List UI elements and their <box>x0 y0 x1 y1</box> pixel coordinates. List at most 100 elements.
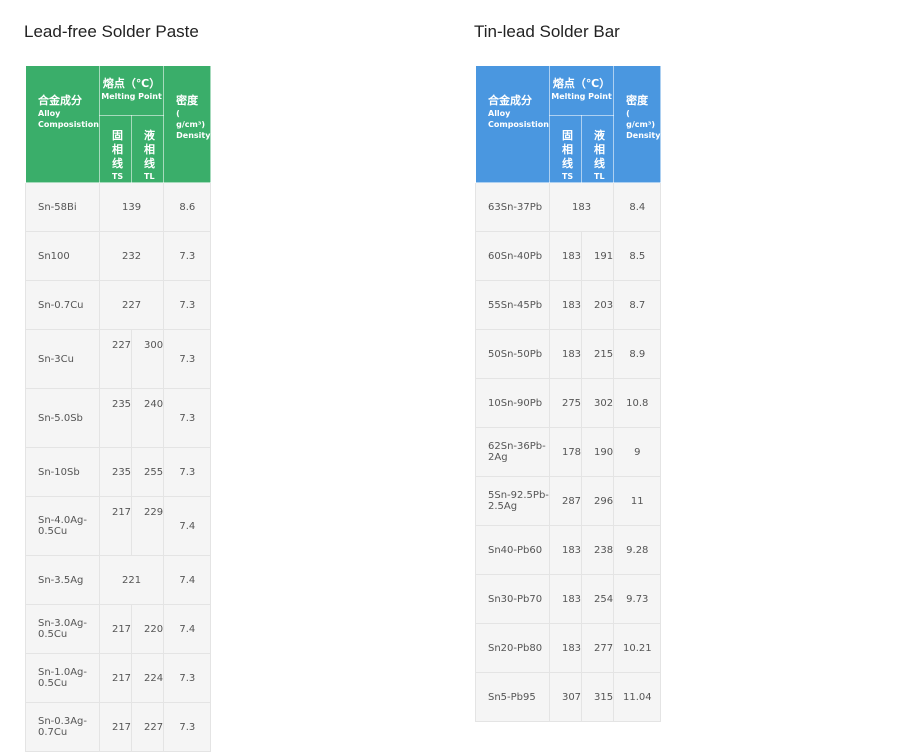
alloy-cell: 60Sn-40Pb <box>475 231 550 281</box>
tl-header: 液相线 TL <box>581 115 615 183</box>
alloy-cell: 50Sn-50Pb <box>475 329 550 379</box>
ts-cell: 183 <box>548 329 583 379</box>
ts-header: 固相线 TS <box>98 115 133 183</box>
density-cell: 11 <box>613 476 662 526</box>
section-title: Lead-free Solder Paste <box>24 22 199 41</box>
table-row: Sn-3Cu 227 300 7.3 <box>25 329 212 389</box>
table-row: 63Sn-37Pb 183 8.4 <box>475 182 662 232</box>
density-cell: 7.3 <box>163 280 212 330</box>
melting-point-header: 熔点（℃） Melting Point <box>98 65 165 116</box>
table-row: Sn40-Pb60 183 238 9.28 <box>475 525 662 575</box>
alloy-cell: Sn-4.0Ag-0.5Cu <box>25 496 100 556</box>
density-cell: 9.73 <box>613 574 662 624</box>
density-cell: 10.8 <box>613 378 662 428</box>
tl-cell: 238 <box>581 525 615 575</box>
alloy-cell: Sn-1.0Ag-0.5Cu <box>25 653 100 703</box>
density-header: 密度 ( g/cm³) Density <box>163 65 212 183</box>
density-cell: 7.3 <box>163 447 212 497</box>
ts-cell: 183 <box>548 525 583 575</box>
tl-cell: 220 <box>131 604 165 654</box>
alloy-cell: Sn100 <box>25 231 100 281</box>
density-cell: 7.4 <box>163 496 212 556</box>
tl-cell: 229 <box>131 496 165 556</box>
tin-lead-table: 合金成分 Alloy Composistion 熔点（℃） Melting Po… <box>475 65 662 722</box>
ts-cell: 183 <box>548 280 583 330</box>
tl-cell: 315 <box>581 672 615 722</box>
ts-cell: 227 <box>98 329 133 389</box>
density-cell: 7.3 <box>163 231 212 281</box>
density-cell: 8.7 <box>613 280 662 330</box>
table-row: Sn-10Sb 235 255 7.3 <box>25 447 212 497</box>
tl-cell: 302 <box>581 378 615 428</box>
alloy-cell: Sn30-Pb70 <box>475 574 550 624</box>
alloy-header: 合金成分 Alloy Composistion <box>475 65 550 183</box>
density-cell: 7.3 <box>163 702 212 752</box>
table-row: 10Sn-90Pb 275 302 10.8 <box>475 378 662 428</box>
table-row: 55Sn-45Pb 183 203 8.7 <box>475 280 662 330</box>
table-row: Sn5-Pb95 307 315 11.04 <box>475 672 662 722</box>
alloy-cell: Sn5-Pb95 <box>475 672 550 722</box>
table-row: Sn-3.5Ag 221 7.4 <box>25 555 212 605</box>
melting-point-header: 熔点（℃） Melting Point <box>548 65 615 116</box>
melting-point-cell: 221 <box>98 555 165 605</box>
tl-cell: 255 <box>131 447 165 497</box>
table-row: Sn-0.3Ag-0.7Cu 217 227 7.3 <box>25 702 212 752</box>
density-cell: 7.4 <box>163 555 212 605</box>
ts-cell: 217 <box>98 496 133 556</box>
alloy-cell: Sn-3Cu <box>25 329 100 389</box>
tl-cell: 277 <box>581 623 615 673</box>
table-row: Sn20-Pb80 183 277 10.21 <box>475 623 662 673</box>
tl-cell: 227 <box>131 702 165 752</box>
tl-cell: 300 <box>131 329 165 389</box>
table-row: Sn-0.7Cu 227 7.3 <box>25 280 212 330</box>
density-cell: 8.6 <box>163 182 212 232</box>
tl-cell: 224 <box>131 653 165 703</box>
alloy-cell: Sn-0.3Ag-0.7Cu <box>25 702 100 752</box>
table-row: 50Sn-50Pb 183 215 8.9 <box>475 329 662 379</box>
ts-cell: 235 <box>98 388 133 448</box>
density-cell: 9.28 <box>613 525 662 575</box>
table-row: Sn-58Bi 139 8.6 <box>25 182 212 232</box>
melting-point-cell: 139 <box>98 182 165 232</box>
alloy-header: 合金成分 Alloy Composistion <box>25 65 100 183</box>
ts-cell: 217 <box>98 604 133 654</box>
tl-cell: 296 <box>581 476 615 526</box>
tl-cell: 191 <box>581 231 615 281</box>
table-row: Sn-4.0Ag-0.5Cu 217 229 7.4 <box>25 496 212 556</box>
alloy-cell: Sn-3.5Ag <box>25 555 100 605</box>
table-row: Sn30-Pb70 183 254 9.73 <box>475 574 662 624</box>
density-cell: 7.3 <box>163 653 212 703</box>
tin-lead-body: 63Sn-37Pb 183 8.4 60Sn-40Pb 183 191 8.5 55Sn-45… <box>475 182 662 722</box>
alloy-cell: Sn-5.0Sb <box>25 388 100 448</box>
alloy-cell: 63Sn-37Pb <box>475 182 550 232</box>
tl-cell: 240 <box>131 388 165 448</box>
density-cell: 9 <box>613 427 662 477</box>
ts-cell: 183 <box>548 231 583 281</box>
tl-cell: 203 <box>581 280 615 330</box>
table-row: 60Sn-40Pb 183 191 8.5 <box>475 231 662 281</box>
density-cell: 8.4 <box>613 182 662 232</box>
ts-cell: 178 <box>548 427 583 477</box>
density-cell: 8.9 <box>613 329 662 379</box>
tl-cell: 215 <box>581 329 615 379</box>
alloy-cell: Sn-0.7Cu <box>25 280 100 330</box>
table-row: Sn-5.0Sb 235 240 7.3 <box>25 388 212 448</box>
tl-header: 液相线 TL <box>131 115 165 183</box>
ts-cell: 307 <box>548 672 583 722</box>
ts-header: 固相线 TS <box>548 115 583 183</box>
ts-cell: 287 <box>548 476 583 526</box>
melting-point-cell: 227 <box>98 280 165 330</box>
density-header: 密度 ( g/cm³) Density <box>613 65 662 183</box>
lead-free-body: Sn-58Bi 139 8.6 Sn100 232 7.3 Sn-0.7Cu 227 7.3 Sn… <box>25 182 212 752</box>
table-row: Sn-1.0Ag-0.5Cu 217 224 7.3 <box>25 653 212 703</box>
ts-cell: 183 <box>548 574 583 624</box>
alloy-cell: 62Sn-36Pb-2Ag <box>475 427 550 477</box>
tl-cell: 190 <box>581 427 615 477</box>
alloy-cell: 10Sn-90Pb <box>475 378 550 428</box>
alloy-cell: Sn20-Pb80 <box>475 623 550 673</box>
ts-cell: 183 <box>548 623 583 673</box>
alloy-cell: Sn-58Bi <box>25 182 100 232</box>
tl-cell: 254 <box>581 574 615 624</box>
density-cell: 8.5 <box>613 231 662 281</box>
ts-cell: 217 <box>98 653 133 703</box>
